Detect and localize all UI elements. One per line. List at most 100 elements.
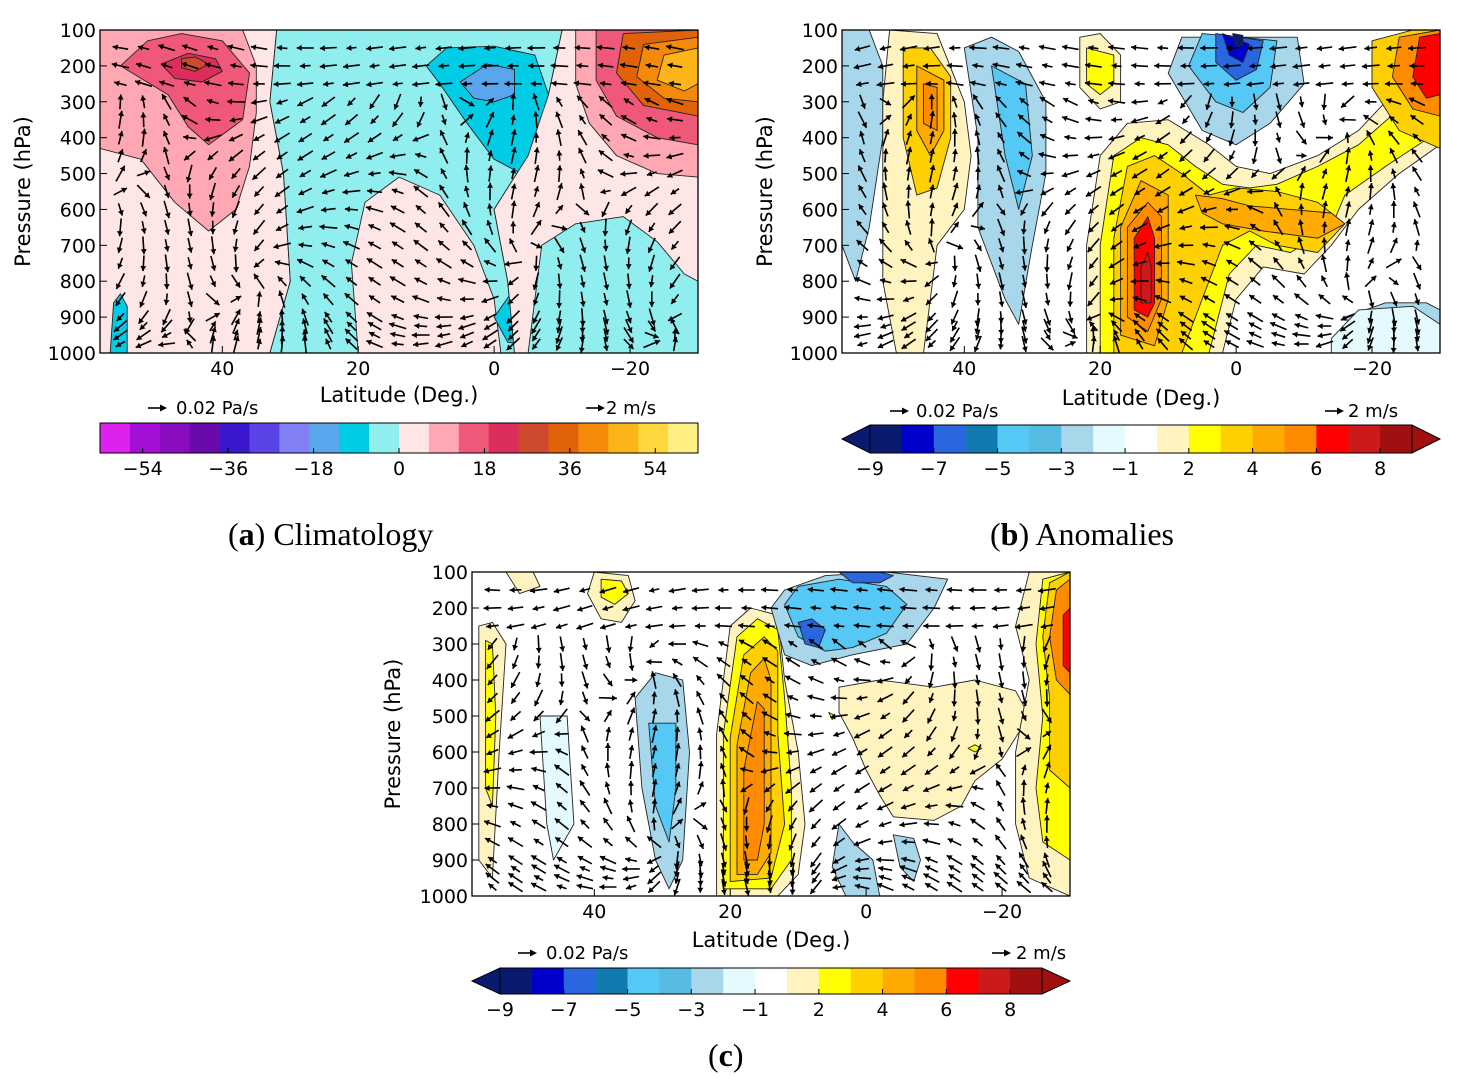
panel-b-colorbar-min-extend — [842, 425, 870, 453]
panel-b-vertical-vector-reference: 0.02 Pa/s — [916, 401, 998, 422]
panel-b-colorbar-tick-label: −3 — [1047, 458, 1075, 480]
panel-b-caption-letter: b — [1001, 516, 1019, 552]
panel-a-colorbar-tick-label: 54 — [643, 458, 667, 480]
panel-c-vertical-vector-reference: 0.02 Pa/s — [546, 943, 628, 964]
panel-c-colorbar-tick-label: −7 — [550, 999, 578, 1021]
panel-c-y-tick-label: 700 — [432, 778, 468, 800]
panel-c-x-tick-label: −20 — [982, 901, 1022, 923]
panel-c-colorbar-swatch — [500, 968, 532, 994]
panel-b-colorbar-tick-label: −5 — [984, 458, 1012, 480]
panel-b-y-tick-label: 400 — [802, 128, 838, 150]
panel-c-horizontal-vector-reference: 2 m/s — [1016, 943, 1066, 964]
panel-a-colorbar-swatch — [130, 423, 160, 453]
panel-b-colorbar-swatch — [1348, 425, 1380, 453]
panel-c-reference-arrow-horizontal — [992, 950, 1011, 957]
panel-a-y-tick-label: 200 — [60, 56, 96, 78]
panel-a-reference-arrow-vertical — [148, 405, 167, 412]
panel-c-y-tick-label: 500 — [432, 706, 468, 728]
panel-b-colorbar-tick-label: −9 — [856, 458, 884, 480]
panel-c-colorbar-tick-label: 6 — [940, 999, 952, 1021]
panel-a-y-tick-label: 500 — [60, 164, 96, 186]
panel-c-colorbar-tick-label: −1 — [741, 999, 769, 1021]
panel-c-colorbar-swatch — [723, 968, 755, 994]
panel-b-caption-text: Anomalies — [1029, 516, 1174, 552]
panel-c-colorbar-min-extend — [472, 968, 500, 994]
panel-c-colorbar-swatch — [1010, 968, 1042, 994]
panel-c-reference-arrow-vertical — [518, 950, 537, 957]
panel-b-colorbar-swatch — [1157, 425, 1189, 453]
panel-c-colorbar-tick-label: −9 — [486, 999, 514, 1021]
panel-c-colorbar-swatch — [883, 968, 915, 994]
panel-b-x-tick-label: 40 — [952, 358, 976, 380]
panel-a-colorbar-swatch — [339, 423, 369, 453]
panel-b-colorbar-swatch — [998, 425, 1030, 453]
panel-b-colorbar-swatch — [1189, 425, 1221, 453]
panel-a-reference-arrow-horizontal — [586, 405, 605, 412]
panel-c-colorbar-swatch — [851, 968, 883, 994]
panel-b-y-tick-label: 100 — [802, 20, 838, 42]
panel-a-y-tick-label: 400 — [60, 128, 96, 150]
panel-a-x-axis-label: Latitude (Deg.) — [320, 383, 479, 407]
panel-a-colorbar-swatch — [638, 423, 668, 453]
panel-c-colorbar-tick-label: −5 — [614, 999, 642, 1021]
panel-a-y-tick-label: 800 — [60, 271, 96, 293]
panel-a-colorbar-swatch — [160, 423, 190, 453]
panel-c-y-tick-label: 100 — [432, 562, 468, 584]
panel-b-colorbar-tick-label: −1 — [1111, 458, 1139, 480]
panel-c-y-tick-label: 900 — [432, 850, 468, 872]
panel-a-x-tick-label: 20 — [346, 358, 370, 380]
panel-b-colorbar-swatch — [902, 425, 934, 453]
panel-b-colorbar-swatch — [870, 425, 902, 453]
panel-a-colorbar-swatch — [220, 423, 250, 453]
panel-a-vertical-vector-reference: 0.02 Pa/s — [176, 398, 258, 419]
panel-c-y-tick-label: 200 — [432, 598, 468, 620]
panel-b-y-tick-label: 700 — [802, 235, 838, 257]
panel-c-colorbar-tick-label: 2 — [813, 999, 825, 1021]
panel-a-caption: (a) Climatology — [228, 516, 433, 552]
panel-b-x-tick-label: 0 — [1230, 358, 1242, 380]
panel-a-x-tick-label: 0 — [488, 358, 500, 380]
panel-c-colorbar-swatch — [978, 968, 1010, 994]
panel-b-colorbar-tick-label: 4 — [1247, 458, 1259, 480]
panel-b-colorbar-swatch — [1284, 425, 1316, 453]
panel-c-y-axis-label: Pressure (hPa) — [381, 659, 405, 810]
panel-c-x-tick-label: 40 — [582, 901, 606, 923]
panel-c-caption-letter: c — [719, 1037, 733, 1073]
panel-c-colorbar-swatch — [564, 968, 596, 994]
panel-c-colorbar-tick-label: 8 — [1004, 999, 1016, 1021]
panel-a-y-tick-label: 1000 — [48, 343, 96, 365]
panel-c-y-tick-label: 1000 — [420, 886, 468, 908]
panel-b-contour-region-14 — [1087, 48, 1114, 95]
panel-a-colorbar-tick-label: −54 — [123, 458, 163, 480]
panel-c-colorbar-max-extend — [1042, 968, 1070, 994]
panel-b-reference-arrow-horizontal — [1325, 408, 1344, 415]
panel-a-y-tick-label: 900 — [60, 307, 96, 329]
panel-a-colorbar-tick-label: 0 — [393, 458, 405, 480]
panel-b-reference-arrow-vertical — [890, 408, 909, 415]
panel-a-x-tick-label: −20 — [610, 358, 650, 380]
panel-b-colorbar-tick-label: −7 — [920, 458, 948, 480]
panel-b-y-tick-label: 1000 — [790, 343, 838, 365]
panel-c-colorbar-swatch — [691, 968, 723, 994]
panel-a-y-tick-label: 300 — [60, 92, 96, 114]
panel-c-colorbar-swatch — [946, 968, 978, 994]
panel-b-y-tick-label: 200 — [802, 56, 838, 78]
panel-c-x-tick-label: 0 — [860, 901, 872, 923]
panel-b-y-tick-label: 500 — [802, 164, 838, 186]
panel-b-colorbar-swatch — [1253, 425, 1285, 453]
panel-b-contour-region-5 — [924, 84, 938, 131]
panel-a-colorbar-swatch — [369, 423, 399, 453]
panel-c-colorbar-swatch — [755, 968, 787, 994]
panel-c-contour-region-26 — [1063, 608, 1070, 673]
panel-a-colorbar-tick-label: 18 — [472, 458, 496, 480]
panel-a-colorbar-swatch — [549, 423, 579, 453]
panel-c-colorbar-swatch — [819, 968, 851, 994]
